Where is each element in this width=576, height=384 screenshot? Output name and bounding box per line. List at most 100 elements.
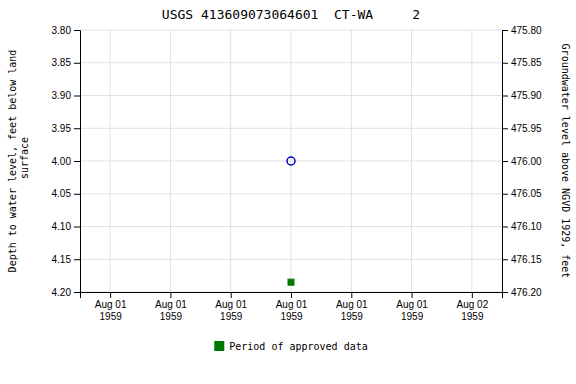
legend-item: Period of approved data [214,341,367,352]
tick: Aug 011959 [336,292,368,322]
point-square [288,279,294,285]
tick-label-line: 1959 [160,311,183,322]
tick: 476.15 [502,254,542,265]
tick-label-line: Aug 01 [215,299,247,310]
tick-mark [502,292,508,293]
tick: 475.90 [502,90,542,101]
tick-label: 475.80 [511,25,542,36]
tick: 3.80 [52,25,80,36]
tick-mark [74,30,80,31]
grid-line-x [291,30,292,292]
axis-line [81,293,503,299]
tick-mark [170,292,171,298]
tick: Aug 011959 [215,292,247,322]
tick: 4.05 [52,188,80,199]
legend-label: Period of approved data [229,341,367,352]
tick-label: Aug 011959 [396,299,428,322]
tick-mark [231,292,232,298]
x-axis: Aug 011959Aug 011959Aug 011959Aug 011959… [81,292,503,322]
axis-line [503,31,509,293]
grid-line-x [411,30,412,292]
tick-label-line: 1959 [341,311,364,322]
tick-mark [74,128,80,129]
tick: 475.85 [502,57,542,68]
tick-label: 475.95 [511,123,542,134]
grid-line-x [230,30,231,292]
tick-label-line: 1959 [220,311,243,322]
tick-label: 4.20 [52,287,72,298]
y-axis-title-line: Depth to water level, feet below land [7,50,18,273]
tick: Aug 011959 [396,292,428,322]
tick-label: Aug 011959 [215,299,247,322]
tick-mark [74,194,80,195]
tick-mark [502,30,508,31]
tick-label: Aug 011959 [155,299,187,322]
tick: Aug 021959 [457,292,489,322]
tick-mark [74,161,80,162]
grid [80,30,502,292]
point-circle [287,157,295,165]
grid-line-x [351,30,352,292]
y-axis-title-line: surface [19,137,30,185]
axis-line [74,31,81,293]
grid-line-x [471,30,472,292]
tick: 476.10 [502,221,542,232]
plot: Aug 011959Aug 011959Aug 011959Aug 011959… [7,25,571,352]
tick-mark [74,227,80,228]
tick-label-line: Aug 01 [396,299,428,310]
tick-label-line: 1959 [461,311,484,322]
tick-mark [502,259,508,260]
tick-label: 3.80 [52,25,72,36]
tick-label-line: Aug 01 [276,299,308,310]
tick-mark [502,194,508,195]
tick-mark [74,259,80,260]
tick: Aug 011959 [155,292,187,322]
tick-label: 476.10 [511,221,542,232]
y2-axis-title: Groundwater level above NGVD 1929, feet [560,44,571,279]
tick-label-line: Aug 01 [336,299,368,310]
tick-label: 4.00 [52,156,72,167]
tick-mark [110,292,111,298]
series [288,279,294,285]
tick-mark [74,96,80,97]
tick-mark [472,292,473,298]
chart: Aug 011959Aug 011959Aug 011959Aug 011959… [0,0,576,384]
marks [287,157,295,285]
tick-label-line: 1959 [100,311,123,322]
tick-mark [74,63,80,64]
tick-label: Aug 011959 [95,299,127,322]
tick-label-line: 1959 [280,311,303,322]
legend: Period of approved data [214,341,367,352]
tick-label-line: Aug 01 [95,299,127,310]
tick-label: 4.10 [52,221,72,232]
tick-label: 475.90 [511,90,542,101]
y2-axis: 476.20 476.15 476.10 476.05 476.00 475.95 475.… [502,25,542,298]
tick-mark [502,63,508,64]
tick-label: 4.05 [52,188,72,199]
tick-mark [502,128,508,129]
tick-mark [502,227,508,228]
tick-mark [412,292,413,298]
tick-label-line: Aug 02 [457,299,489,310]
tick: 3.90 [52,90,80,101]
tick-label: 476.15 [511,254,542,265]
tick-mark [291,292,292,298]
tick-label-line: Aug 01 [155,299,187,310]
tick: 4.00 [52,156,80,167]
tick: Aug 011959 [276,292,308,322]
tick-label: 476.00 [511,156,542,167]
tick-label: 3.85 [52,57,72,68]
tick: 476.00 [502,156,542,167]
tick-label: 3.90 [52,90,72,101]
tick-label: 3.95 [52,123,72,134]
tick-label: Aug 011959 [276,299,308,322]
title: USGS 413609073064601 CT-WA 2 [162,7,420,22]
tick-mark [502,96,508,97]
tick: 476.20 [502,287,542,298]
tick-label-line: 1959 [401,311,424,322]
tick-label: 476.05 [511,188,542,199]
tick-label: 475.85 [511,57,542,68]
tick-label: Aug 021959 [457,299,489,322]
tick: 476.05 [502,188,542,199]
tick-mark [74,292,80,293]
